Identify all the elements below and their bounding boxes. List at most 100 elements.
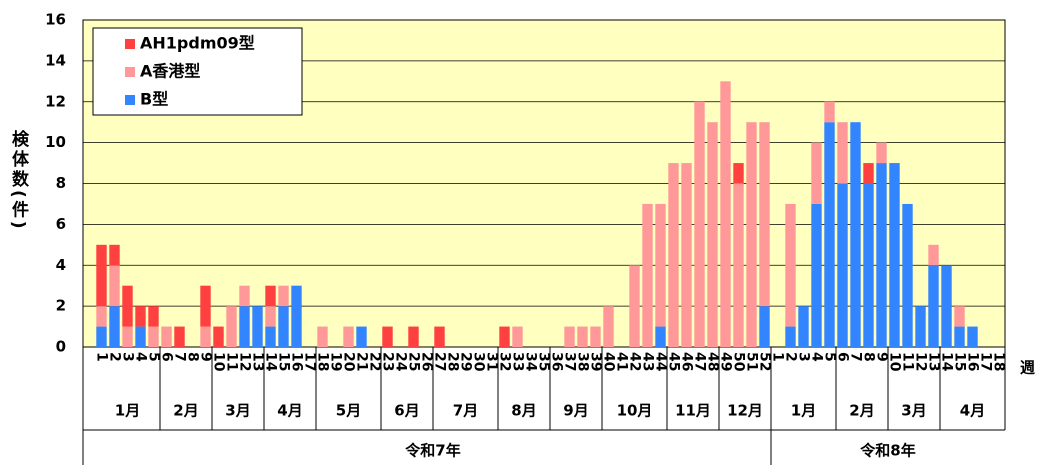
bar-segment <box>954 326 965 347</box>
month-label: 2月 <box>849 402 874 420</box>
bar-segment <box>941 265 952 347</box>
bar-segment <box>239 285 250 307</box>
y-tick-label: 12 <box>45 92 66 110</box>
bar-segment <box>96 244 107 307</box>
x-tick-label: 8 <box>861 352 877 362</box>
x-tick-label: 13 <box>250 352 266 371</box>
x-tick-label: 17 <box>978 352 994 371</box>
x-tick-label: 16 <box>289 352 305 371</box>
bar-segment <box>252 306 263 347</box>
bar-segment <box>668 163 679 347</box>
bar-segment <box>122 285 133 327</box>
bar-segment <box>824 101 835 123</box>
legend-swatch <box>125 95 135 105</box>
month-label: 10月 <box>617 402 653 420</box>
bar-segment <box>135 306 146 327</box>
x-tick-label: 28 <box>445 352 461 371</box>
bar-segment <box>148 306 159 327</box>
bar-segment <box>577 326 588 347</box>
bar-segment <box>915 306 926 347</box>
bar-segment <box>785 203 796 327</box>
month-label: 3月 <box>901 402 926 420</box>
bar-segment <box>876 142 887 164</box>
x-tick-label: 33 <box>510 352 526 371</box>
bar-segment <box>720 81 731 347</box>
bar-segment <box>785 326 796 347</box>
x-tick-label: 11 <box>224 352 240 371</box>
x-tick-label: 37 <box>562 352 578 371</box>
x-tick-label: 1 <box>94 352 110 362</box>
x-tick-label: 7 <box>172 352 188 362</box>
x-tick-label: 7 <box>848 352 864 362</box>
x-tick-label: 26 <box>419 352 435 371</box>
bar-segment <box>967 326 978 347</box>
x-tick-label: 2 <box>783 352 799 362</box>
month-label: 4月 <box>960 402 985 420</box>
x-tick-label: 6 <box>159 352 175 362</box>
bar-segment <box>200 326 211 347</box>
bar-segment <box>96 306 107 327</box>
x-tick-label: 50 <box>731 352 747 372</box>
bar-segment <box>746 122 757 347</box>
x-tick-label: 14 <box>939 352 955 372</box>
x-tick-label: 6 <box>835 352 851 362</box>
bar-segment <box>759 122 770 307</box>
bar-segment <box>382 326 393 347</box>
bar-segment <box>642 203 653 347</box>
month-label: 8月 <box>511 402 536 420</box>
month-label: 2月 <box>173 402 198 420</box>
bar-segment <box>226 306 237 347</box>
x-tick-label: 45 <box>666 352 682 371</box>
x-tick-label: 47 <box>692 352 708 371</box>
bar-segment <box>798 306 809 347</box>
x-tick-label: 42 <box>627 352 643 371</box>
bar-segment <box>837 183 848 347</box>
y-tick-label: 6 <box>56 215 66 233</box>
month-label: 11月 <box>675 402 711 420</box>
bar-segment <box>681 163 692 347</box>
x-unit: 週 <box>1020 359 1035 377</box>
y-axis-label: 検体数(件) <box>8 129 29 232</box>
bar-segment <box>733 183 744 347</box>
x-tick-label: 44 <box>653 352 669 372</box>
bar-segment <box>655 326 666 347</box>
x-tick-label: 8 <box>185 352 201 362</box>
x-tick-label: 46 <box>679 352 695 371</box>
bar-segment <box>629 265 640 347</box>
y-tick-label: 8 <box>56 174 66 192</box>
bar-segment <box>148 326 159 347</box>
bar-segment <box>824 122 835 347</box>
bar-segment <box>694 101 705 347</box>
x-tick-label: 38 <box>575 352 591 371</box>
x-tick-label: 32 <box>497 352 513 371</box>
x-tick-label: 9 <box>874 352 890 362</box>
bar-segment <box>902 203 913 347</box>
bar-segment <box>850 122 861 347</box>
x-tick-label: 10 <box>887 352 903 372</box>
x-tick-label: 21 <box>354 352 370 371</box>
bar-segment <box>317 326 328 347</box>
bar-segment <box>876 163 887 347</box>
bar-segment <box>265 306 276 327</box>
bar-segment <box>278 285 289 307</box>
bar-segment <box>109 265 120 307</box>
bar-segment <box>733 163 744 184</box>
bar-segment <box>265 285 276 307</box>
bar-segment <box>96 326 107 347</box>
legend-label: AH1pdm09型 <box>140 34 255 53</box>
bar-segment <box>512 326 523 347</box>
x-tick-label: 27 <box>432 352 448 371</box>
x-tick-label: 12 <box>913 352 929 371</box>
bar-segment <box>408 326 419 347</box>
bar-segment <box>811 142 822 204</box>
bar-segment <box>109 306 120 347</box>
bar-segment <box>122 326 133 347</box>
bar-segment <box>174 326 185 347</box>
y-tick-label: 14 <box>45 51 66 69</box>
month-label: 9月 <box>563 402 588 420</box>
x-tick-label: 14 <box>263 352 279 372</box>
x-tick-label: 40 <box>601 352 617 372</box>
legend-swatch <box>125 67 135 77</box>
bar-segment <box>655 203 666 327</box>
x-tick-label: 23 <box>380 352 396 371</box>
